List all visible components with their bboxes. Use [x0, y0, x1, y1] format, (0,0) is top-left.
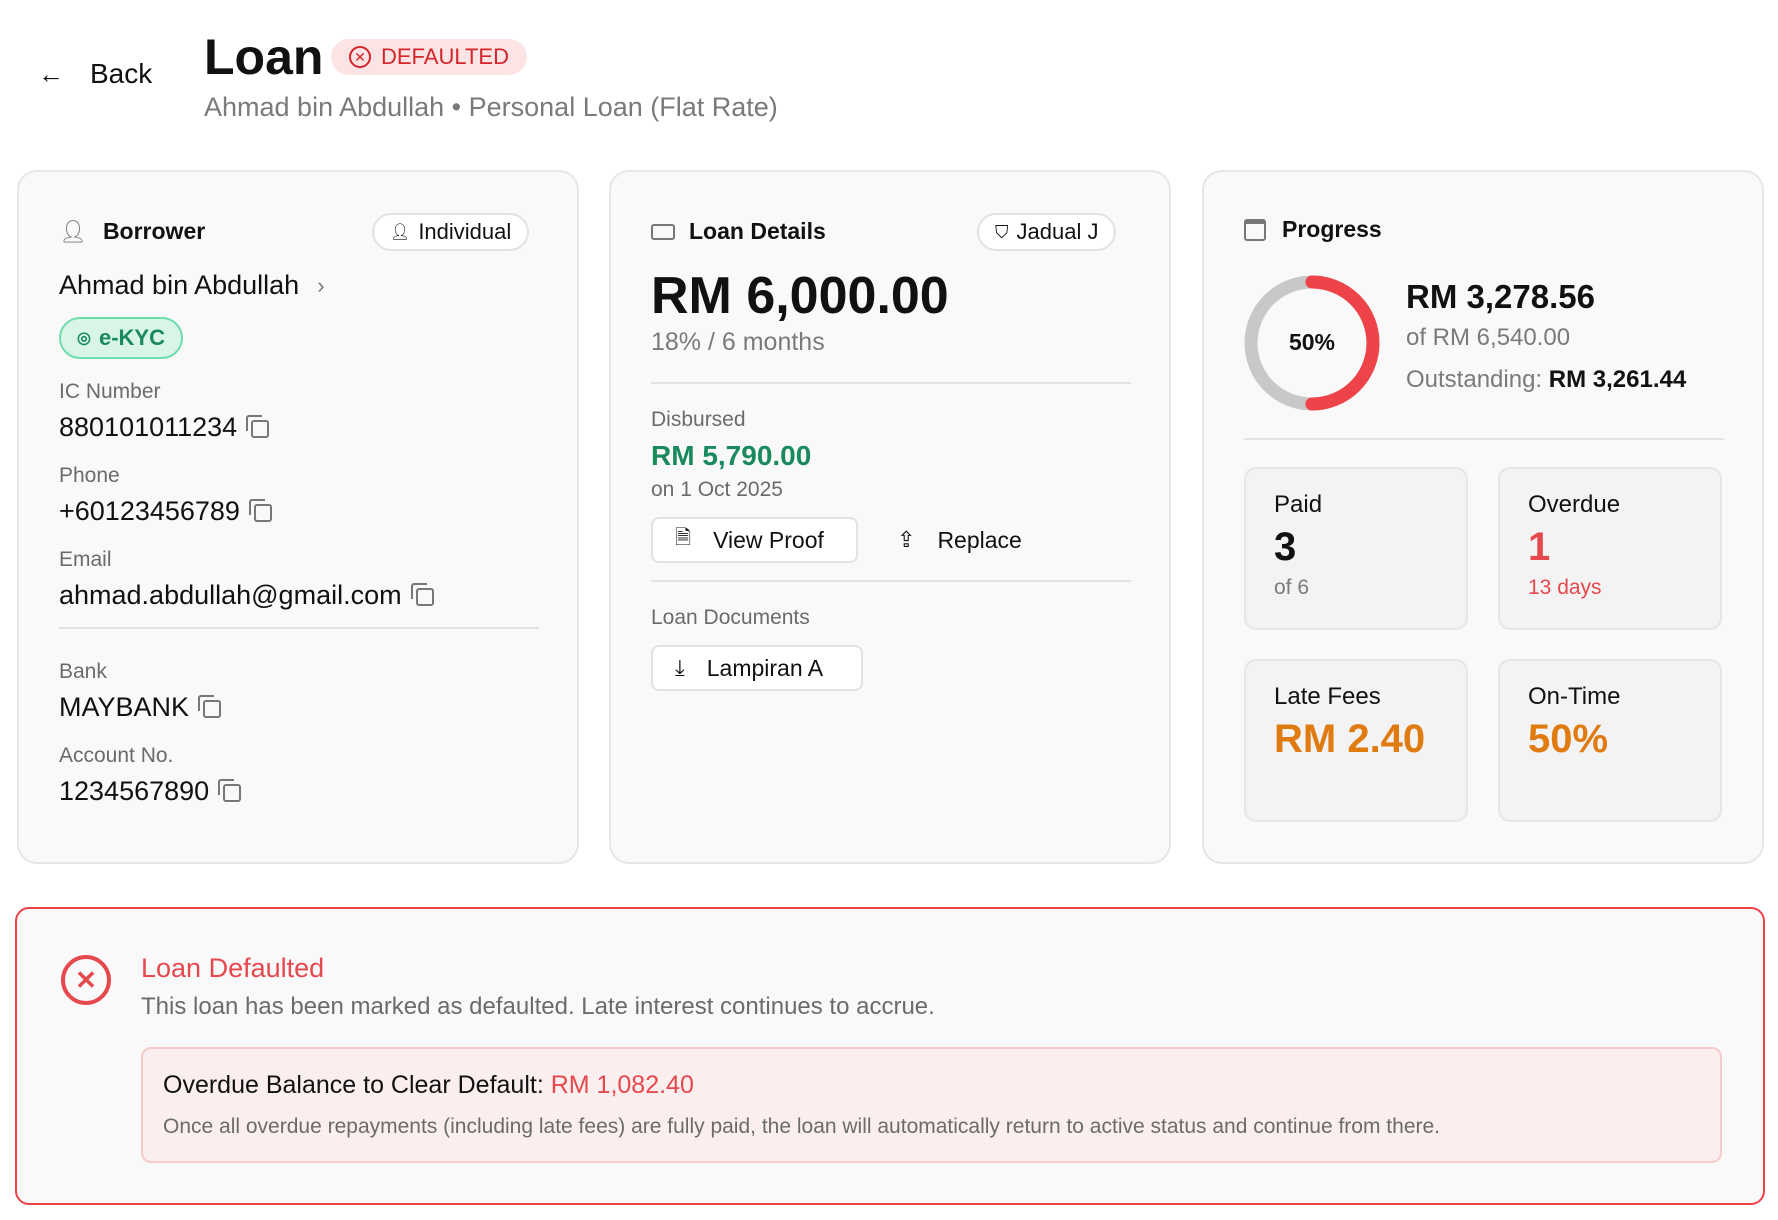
- chevron-right-icon: ›: [317, 272, 325, 298]
- disbursed-date: on 1 Oct 2025: [651, 478, 783, 501]
- borrower-card: 👤︎ Borrower 👤︎ Individual Ahmad bin Abdu…: [17, 170, 579, 864]
- outstanding: Outstanding: RM 3,261.44: [1406, 366, 1687, 393]
- ic-label: IC Number: [59, 380, 161, 403]
- disbursed-label: Disbursed: [651, 408, 746, 431]
- phone-label: Phone: [59, 464, 120, 487]
- shield-icon: ⛉: [995, 221, 1009, 242]
- stat-paid: Paid 3 of 6: [1244, 467, 1468, 630]
- schedule-badge: ⛉ Jadual J: [977, 213, 1117, 251]
- back-button[interactable]: ← Back: [38, 58, 152, 90]
- stat-on-time: On-Time 50%: [1498, 659, 1722, 822]
- overdue-balance: Overdue Balance to Clear Default: RM 1,0…: [163, 1071, 694, 1099]
- page-subtitle: Ahmad bin Abdullah • Personal Loan (Flat…: [204, 92, 778, 122]
- progress-card: Progress 50% RM 3,278.56 of RM 6,540.00 …: [1202, 170, 1764, 864]
- user-icon: 👤︎: [390, 224, 411, 241]
- borrower-name-link[interactable]: Ahmad bin Abdullah ›: [59, 270, 325, 300]
- paid-amount: RM 3,278.56: [1406, 278, 1595, 315]
- file-check-icon: 🗎︎: [675, 527, 692, 549]
- donut-progress-arc: [1244, 275, 1380, 411]
- copy-icon[interactable]: [246, 414, 270, 438]
- loan-details-title: Loan Details: [689, 218, 826, 244]
- back-label: Back: [90, 58, 153, 89]
- account-label: Account No.: [59, 744, 174, 767]
- view-proof-button[interactable]: 🗎︎ View Proof: [651, 517, 858, 563]
- copy-icon[interactable]: [248, 498, 272, 522]
- stat-late-fees: Late Fees RM 2.40: [1244, 659, 1468, 822]
- loan-terms: 18% / 6 months: [651, 328, 825, 356]
- borrower-type-badge: 👤︎ Individual: [372, 213, 530, 251]
- phone-value: +60123456789: [59, 496, 272, 527]
- x-circle-icon: ✕: [61, 955, 111, 1005]
- divider: [1244, 438, 1724, 440]
- email-value: ahmad.abdullah@gmail.com: [59, 580, 434, 611]
- donut-percent-label: 50%: [1288, 329, 1336, 355]
- divider: [59, 627, 539, 629]
- alert-title: Loan Defaulted: [141, 953, 325, 983]
- divider: [651, 382, 1131, 384]
- total-amount: of RM 6,540.00: [1406, 324, 1571, 351]
- email-label: Email: [59, 548, 112, 571]
- progress-donut: [1244, 275, 1380, 411]
- fingerprint-icon: ◎: [77, 330, 91, 347]
- divider: [651, 580, 1131, 582]
- copy-icon[interactable]: [410, 582, 434, 606]
- bank-value: MAYBANK: [59, 692, 222, 723]
- loan-amount: RM 6,000.00: [651, 267, 949, 325]
- copy-icon[interactable]: [218, 778, 242, 802]
- banknote-icon: [651, 223, 675, 240]
- borrower-title: Borrower: [102, 218, 206, 244]
- overdue-note: Once all overdue repayments (including l…: [163, 1115, 1441, 1138]
- page-title: Loan: [204, 29, 324, 85]
- status-badge: ✕ DEFAULTED: [331, 39, 527, 75]
- ic-value: 880101011234: [59, 412, 270, 443]
- replace-button[interactable]: ⇪ Replace: [897, 526, 1022, 553]
- documents-label: Loan Documents: [651, 606, 810, 629]
- download-lampiran-a-button[interactable]: ⤓ Lampiran A: [651, 645, 863, 691]
- stat-overdue: Overdue 1 13 days: [1498, 467, 1722, 630]
- bank-label: Bank: [59, 660, 107, 683]
- progress-title: Progress: [1282, 216, 1382, 242]
- loan-details-card: Loan Details ⛉ Jadual J RM 6,000.00 18% …: [609, 170, 1171, 864]
- user-icon: 👤︎: [59, 218, 87, 244]
- calendar-icon: [1244, 218, 1266, 241]
- copy-icon[interactable]: [198, 694, 222, 718]
- overdue-balance-box: Overdue Balance to Clear Default: RM 1,0…: [141, 1047, 1722, 1163]
- account-value: 1234567890: [59, 776, 242, 807]
- alert-message: This loan has been marked as defaulted. …: [141, 993, 935, 1020]
- upload-icon: ⇪: [897, 527, 916, 552]
- disbursed-amount: RM 5,790.00: [651, 440, 812, 471]
- arrow-left-icon: ←: [38, 58, 64, 89]
- kyc-badge: ◎ e-KYC: [59, 317, 183, 359]
- default-alert: ✕ Loan Defaulted This loan has been mark…: [15, 907, 1765, 1205]
- download-icon: ⤓: [675, 655, 685, 680]
- x-circle-icon: ✕: [349, 46, 371, 68]
